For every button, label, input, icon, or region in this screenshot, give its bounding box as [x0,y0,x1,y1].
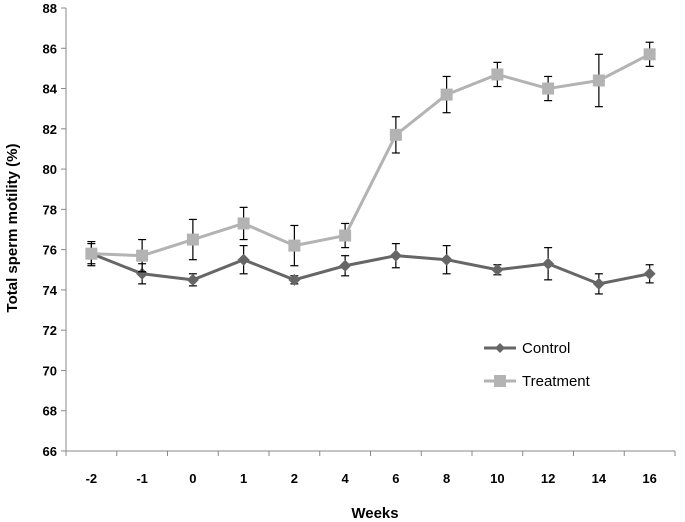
x-tick-label: 0 [189,471,196,486]
x-tick-label: 16 [642,471,656,486]
series-layer [85,41,656,295]
y-tick-label: 72 [43,323,57,338]
y-tick-label: 82 [43,122,57,137]
data-point-control [339,259,352,272]
data-point-control [136,267,149,280]
axes [65,8,675,452]
legend-item-control: Control [484,340,570,357]
legend-label-treatment: Treatment [522,373,591,390]
legend-label-control: Control [522,340,570,357]
series-control [85,240,656,295]
legend-marker-control [495,343,505,353]
data-point-treatment [136,249,149,262]
data-point-treatment [491,68,504,81]
x-tick-label: 14 [592,471,607,486]
legend-marker-treatment [494,375,506,387]
y-tick-label: 84 [43,82,58,97]
x-axis-title: Weeks [351,505,398,522]
data-point-control [542,257,555,270]
data-point-treatment [440,88,453,101]
y-axis-ticks: 66 68 70 72 74 76 78 80 82 84 86 88 [43,1,66,459]
x-tick-label: 1 [240,471,247,486]
data-point-treatment [389,128,402,141]
data-point-treatment [186,233,199,246]
data-point-treatment [237,217,250,230]
series-line-control [90,252,650,286]
data-point-control [389,249,402,262]
data-point-treatment [542,82,555,95]
x-tick-label: 6 [392,471,399,486]
legend: Control Treatment [484,340,591,390]
x-tick-label: 2 [291,471,298,486]
x-tick-label: -2 [86,471,98,486]
y-tick-label: 66 [43,444,57,459]
series-line-treatment [91,52,651,258]
data-point-control [643,267,656,280]
data-point-control [440,253,453,266]
data-point-control [237,253,250,266]
data-point-treatment [288,239,301,252]
data-point-treatment [592,74,605,87]
x-tick-label: -1 [136,471,148,486]
data-point-treatment [339,229,352,242]
legend-item-treatment: Treatment [484,373,591,390]
series-treatment [85,41,656,273]
x-tick-label: 10 [490,471,504,486]
y-tick-label: 74 [43,283,58,298]
y-tick-label: 86 [43,41,57,56]
data-point-control [592,277,605,290]
y-tick-label: 80 [43,162,57,177]
y-tick-label: 68 [43,404,57,419]
y-tick-label: 70 [43,363,57,378]
data-point-control [288,273,301,286]
y-axis-title: Total sperm motility (%) [4,144,21,313]
data-point-control [186,273,199,286]
x-tick-label: 4 [342,471,350,486]
y-tick-label: 76 [43,243,57,258]
x-axis-ticks: -2 -1 0 1 2 4 6 8 10 12 14 16 [65,451,676,486]
x-tick-label: 12 [541,471,555,486]
data-point-treatment [85,247,98,260]
y-tick-label: 78 [43,202,57,217]
data-point-treatment [643,48,656,61]
y-tick-label: 88 [43,1,57,16]
x-tick-label: 8 [443,471,450,486]
data-point-control [491,263,504,276]
